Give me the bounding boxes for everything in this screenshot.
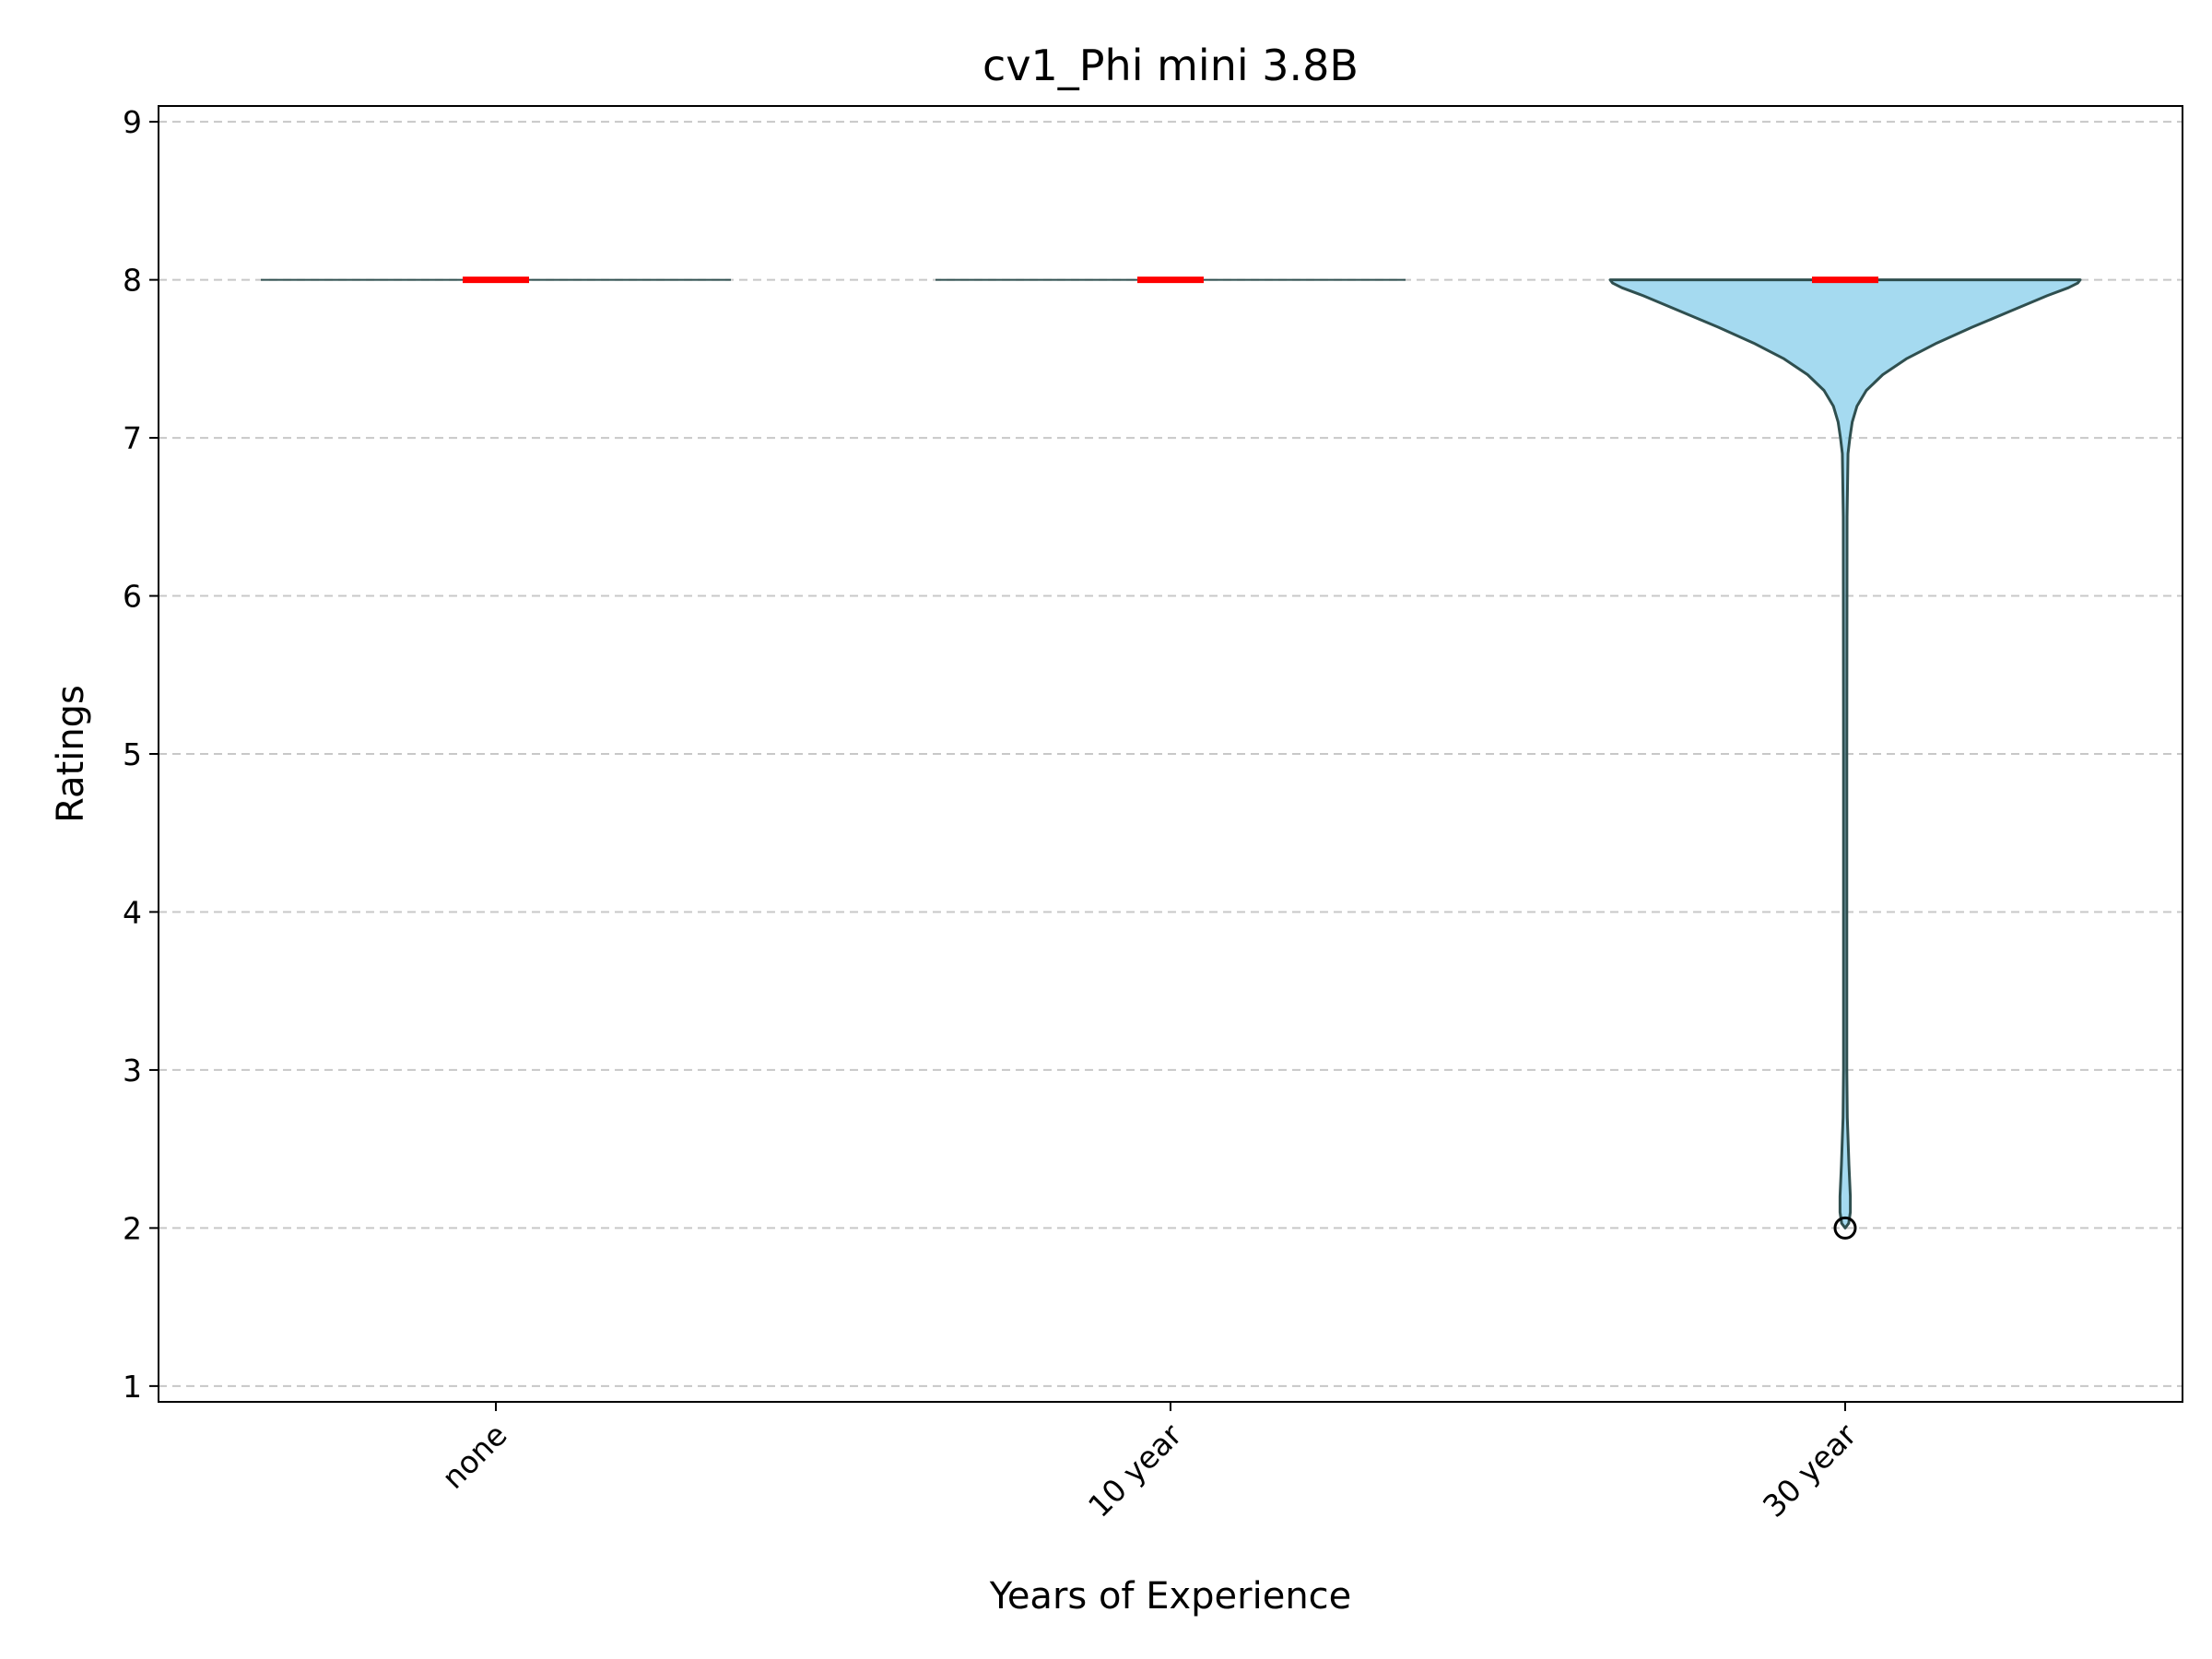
y-axis-label: Ratings [50, 685, 92, 823]
violin-30-year [1608, 276, 2082, 1240]
y-tick-label: 2 [123, 1210, 142, 1246]
y-tick-label: 1 [123, 1369, 142, 1405]
x-tick-label: none [435, 1417, 514, 1496]
y-tick-label: 3 [123, 1053, 142, 1088]
x-axis: none 10 year 30 year [435, 1402, 1864, 1524]
violin-body [1608, 278, 2082, 1230]
y-tick-label: 8 [123, 263, 142, 299]
x-axis-label: Years of Experience [989, 1575, 1352, 1618]
y-tick-label: 5 [123, 736, 142, 772]
x-tick-label: 30 year [1756, 1417, 1864, 1524]
y-tick-label: 4 [123, 894, 142, 930]
y-axis: 1 2 3 4 5 6 7 8 9 [123, 104, 159, 1405]
chart-title: cv1_Phi mini 3.8B [982, 41, 1359, 90]
x-tick-label: 10 year [1081, 1417, 1189, 1524]
violins [261, 276, 2082, 1240]
outlier-point [1833, 1216, 1857, 1240]
y-tick-label: 9 [123, 104, 142, 140]
y-tick-label: 6 [123, 579, 142, 615]
y-tick-label: 7 [123, 420, 142, 456]
grid-lines [159, 121, 2183, 1387]
